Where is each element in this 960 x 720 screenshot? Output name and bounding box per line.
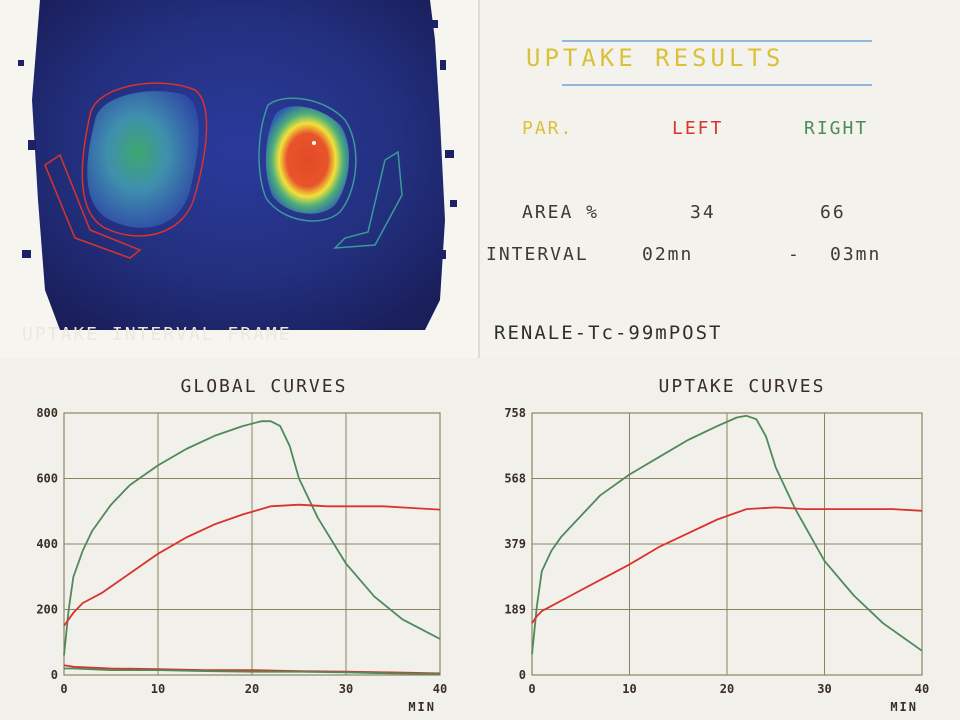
header-right: RIGHT: [804, 118, 869, 139]
hotspot-marker: [312, 141, 316, 145]
results-title: UPTAKE RESULTS: [526, 44, 785, 72]
scan-caption: UPTAKE INTERVAL FRAME: [22, 324, 292, 345]
charts-area: [0, 358, 960, 720]
study-name: RENALE-Tc-99mPOST: [494, 322, 723, 344]
left-kidney: [87, 91, 199, 228]
panel-divider: [478, 0, 480, 358]
uptake-results-panel: [478, 0, 960, 358]
title-rule-top: [562, 40, 872, 42]
scan-image-panel: UPTAKE INTERVAL FRAME: [0, 0, 478, 358]
area-right-value: 66: [820, 202, 846, 223]
interval-end: 03mn: [830, 244, 882, 265]
interval-dash: -: [788, 244, 801, 265]
right-background-roi: [333, 150, 403, 249]
area-label: AREA %: [522, 202, 600, 223]
right-kidney: [265, 106, 350, 214]
scan-speckle: [18, 20, 457, 259]
header-left: LEFT: [672, 118, 724, 139]
title-rule-bottom: [562, 84, 872, 86]
left-kidney-roi: [81, 82, 208, 237]
area-left-value: 34: [690, 202, 716, 223]
interval-start: 02mn: [642, 244, 694, 265]
right-kidney-roi: [258, 97, 357, 222]
interval-label: INTERVAL: [486, 244, 589, 265]
renal-scan-image: UPTAKE INTERVAL FRAME: [18, 0, 457, 345]
header-par: PAR.: [522, 118, 574, 139]
left-background-roi: [44, 153, 142, 259]
